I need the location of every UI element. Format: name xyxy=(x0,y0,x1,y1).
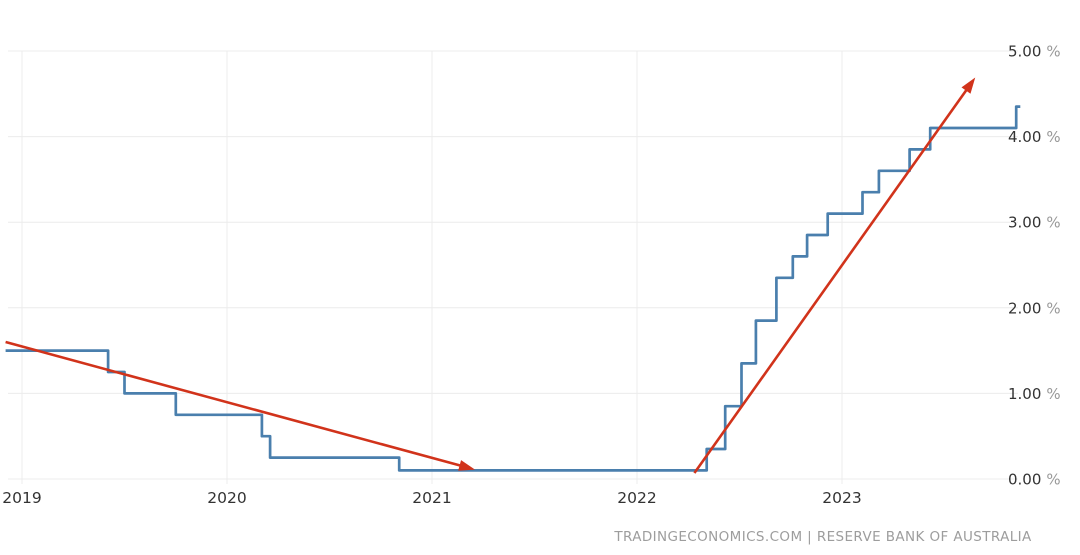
trend-arrow-down-shaft xyxy=(5,340,462,468)
y-axis-tick-label: 3.00% xyxy=(1008,214,1061,232)
source-text: TRADINGECONOMICS.COM | RESERVE BANK OF A… xyxy=(614,529,1032,545)
trend-arrow-up-shaft xyxy=(693,88,969,474)
y-axis-tick-label: 1.00% xyxy=(1008,385,1061,403)
x-axis-tick-label: 2023 xyxy=(822,489,861,507)
trend-arrow-up-head xyxy=(961,77,976,94)
rate-step-line xyxy=(5,105,1021,472)
x-axis-tick-label: 2019 xyxy=(2,489,41,507)
y-axis-tick-label: 2.00% xyxy=(1008,299,1061,317)
x-axis-tick-label: 2022 xyxy=(617,489,656,507)
source-attribution: TRADINGECONOMICS.COM | RESERVE BANK OF A… xyxy=(566,529,1080,545)
y-axis-tick-label: 5.00% xyxy=(1008,43,1061,61)
y-axis-tick-label: 4.00% xyxy=(1008,128,1061,146)
trend-arrow-down-head xyxy=(458,460,476,471)
x-axis-tick-label: 2021 xyxy=(412,489,451,507)
y-axis-tick-label: 0.00% xyxy=(1008,471,1061,489)
x-axis-tick-label: 2020 xyxy=(207,489,246,507)
